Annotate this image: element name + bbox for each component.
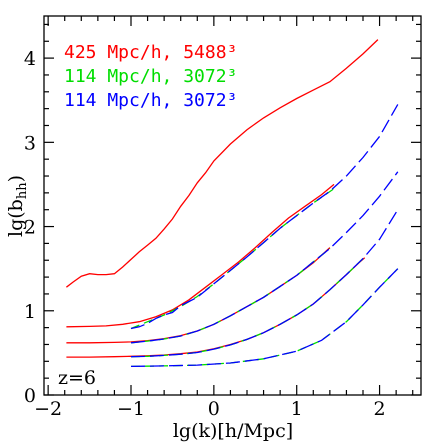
x-tick-label: 0 — [208, 398, 220, 420]
series-line-12 — [130, 268, 399, 368]
legend-entry-1: 425 Mpc/h, 5488³ — [64, 42, 237, 63]
y-tick-label: 3 — [24, 132, 36, 154]
series-line-10 — [130, 171, 399, 344]
x-axis-label: lg(k)[h/Mpc] — [173, 420, 293, 442]
series-line-8 — [130, 268, 399, 368]
series-line-1 — [66, 39, 379, 288]
y-axis-label-close: ) — [5, 175, 27, 182]
x-tick-label: 1 — [291, 398, 303, 420]
svg-text:lg(bhh): lg(bhh) — [5, 175, 30, 237]
y-tick-label: 2 — [24, 217, 36, 239]
x-tick-label: −2 — [34, 398, 62, 420]
series-line-11 — [130, 209, 399, 358]
y-axis-label-main: lg(b — [5, 199, 27, 237]
y-tick-label: 0 — [24, 385, 36, 407]
legend-entry-2: 114 Mpc/h, 3072³ — [64, 66, 237, 87]
y-axis-label-sub: hh — [15, 182, 30, 199]
series-line-2 — [66, 183, 335, 328]
legend-entry-3: 114 Mpc/h, 3072³ — [64, 90, 237, 111]
x-tick-label: −1 — [117, 398, 145, 420]
y-tick-label: 1 — [24, 301, 36, 323]
y-tick-label: 4 — [24, 48, 36, 70]
plot-frame — [43, 15, 422, 396]
series-line-6 — [130, 247, 331, 344]
x-tick-label: 2 — [374, 398, 386, 420]
redshift-annotation: z=6 — [58, 367, 96, 389]
y-axis-label: lg(bhh) — [5, 175, 30, 237]
legend: 425 Mpc/h, 5488³ 114 Mpc/h, 3072³ 114 Mp… — [64, 42, 237, 111]
series-line-7 — [130, 258, 364, 358]
series-line-9 — [130, 104, 399, 330]
